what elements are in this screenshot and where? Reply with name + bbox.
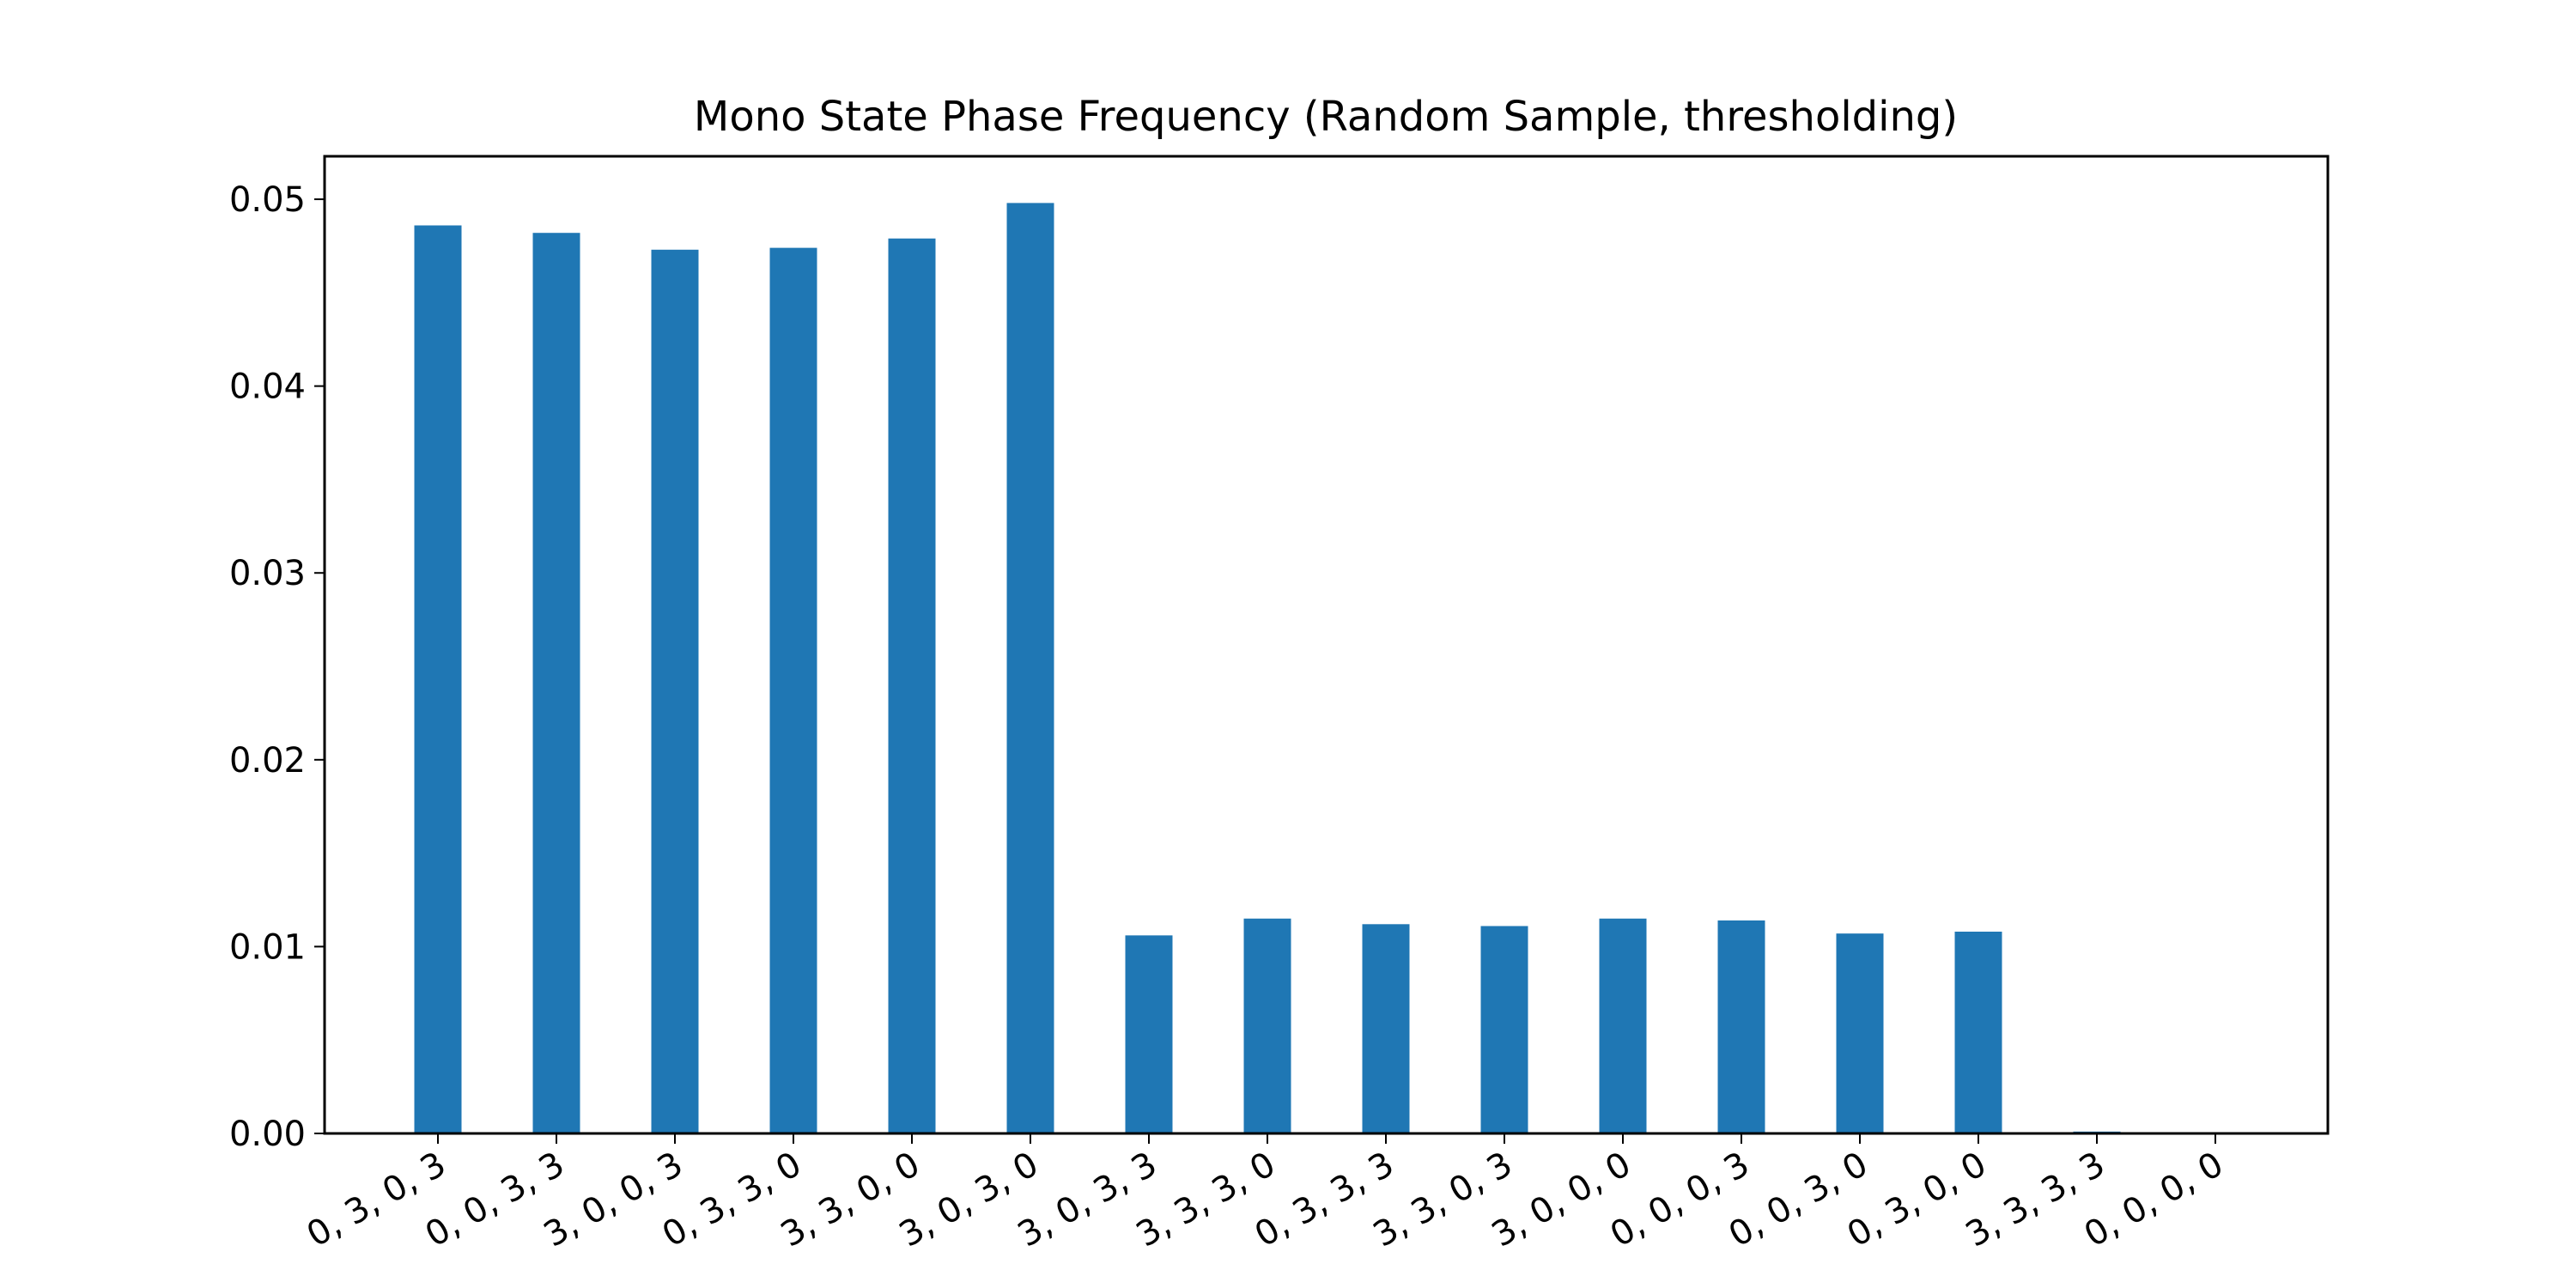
bar: [1243, 918, 1291, 1133]
y-tick-label: 0.02: [229, 741, 306, 781]
bar: [1954, 932, 2002, 1133]
y-tick-label: 0.04: [229, 368, 306, 407]
bar: [1599, 918, 1647, 1133]
bar: [1006, 203, 1054, 1133]
bars-layer: [414, 203, 2121, 1134]
x-axis: 0, 3, 0, 30, 0, 3, 33, 0, 0, 30, 3, 3, 0…: [301, 1133, 2230, 1255]
bar: [414, 225, 462, 1134]
y-tick-label: 0.03: [229, 554, 306, 593]
y-tick-label: 0.05: [229, 180, 306, 220]
y-tick-label: 0.01: [229, 927, 306, 967]
bar: [532, 233, 580, 1133]
bar: [769, 247, 817, 1133]
bar: [1362, 924, 1410, 1133]
y-axis: 0.00 0.01 0.02 0.03 0.04 0.05: [229, 180, 325, 1154]
bar: [1836, 933, 1884, 1133]
bar: [1717, 920, 1765, 1133]
bar: [651, 249, 699, 1133]
bar: [1125, 935, 1173, 1133]
chart-title: Mono State Phase Frequency (Random Sampl…: [694, 93, 1958, 141]
bar: [1480, 926, 1528, 1133]
y-tick-label: 0.00: [229, 1115, 306, 1154]
plot-frame: [323, 155, 2330, 1135]
bar: [888, 238, 936, 1133]
